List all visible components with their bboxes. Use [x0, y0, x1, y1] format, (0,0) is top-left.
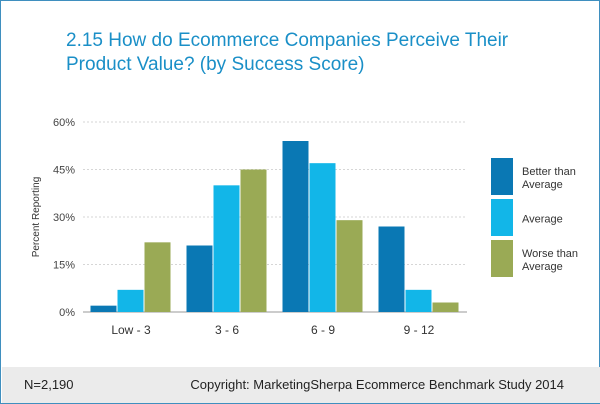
- legend-swatch: [491, 199, 513, 236]
- legend-label: Better than Average: [522, 166, 576, 191]
- bar: [90, 305, 117, 312]
- legend-swatch: [491, 158, 513, 195]
- legend-label: Worse than Average: [522, 248, 578, 273]
- bar: [186, 245, 213, 312]
- y-tick-label: 15%: [53, 260, 75, 272]
- bar: [378, 226, 405, 312]
- bar: [213, 185, 240, 312]
- legend-swatch: [491, 240, 513, 277]
- chart-title: 2.15 How do Ecommerce Companies Perceive…: [66, 29, 586, 77]
- x-tick-label: 3 - 6: [215, 323, 239, 337]
- bar: [336, 220, 363, 312]
- bar: [282, 141, 309, 312]
- copyright: Copyright: MarketingSherpa Ecommerce Ben…: [190, 377, 564, 392]
- legend-label: Average: [522, 214, 563, 226]
- chart-title-line-1: 2.15 How do Ecommerce Companies Perceive…: [66, 30, 509, 51]
- bar: [405, 289, 432, 312]
- y-tick-label: 30%: [53, 212, 75, 224]
- chart-title-line-2: Product Value? (by Success Score): [66, 54, 365, 75]
- bar-chart: 0% 15% 30% 45% 60% Percent Reporting Low - 3 3 …: [31, 117, 578, 337]
- y-tick-label: 0%: [59, 307, 75, 319]
- bar: [309, 163, 336, 312]
- sample-size: N=2,190: [24, 377, 74, 392]
- bar: [144, 242, 171, 312]
- x-tick-label: 6 - 9: [311, 323, 335, 337]
- bar: [240, 169, 267, 312]
- y-tick-label: 60%: [53, 117, 75, 129]
- bar: [432, 302, 459, 312]
- bar: [117, 289, 144, 312]
- x-tick-label: 9 - 12: [404, 323, 435, 337]
- footer: N=2,190 Copyright: MarketingSherpa Ecomm…: [2, 367, 600, 403]
- y-axis-label: Percent Reporting: [31, 177, 42, 258]
- x-tick-label: Low - 3: [111, 323, 151, 337]
- y-tick-label: 45%: [53, 165, 75, 177]
